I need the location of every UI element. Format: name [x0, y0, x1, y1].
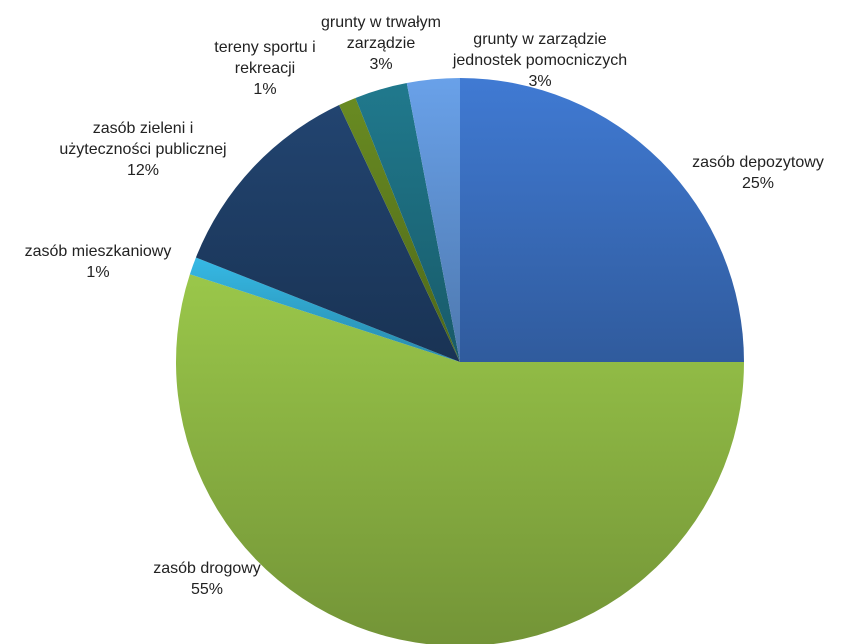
pie-slices	[176, 78, 744, 644]
pie-slice	[189, 257, 460, 362]
slice-label: zasób zieleni i użyteczności publicznej 12…	[59, 118, 226, 181]
slice-label: grunty w trwałym zarządzie 3%	[321, 12, 441, 75]
pie-slice	[460, 78, 744, 362]
slice-label-name: zasób zieleni i	[92, 120, 194, 137]
slice-label: zasób drogowy 55%	[153, 558, 261, 600]
pie-slice	[355, 83, 460, 362]
slice-label: zasób mieszkaniowy 1%	[25, 241, 172, 283]
pie-slice	[176, 274, 744, 644]
slice-label-value: 25%	[741, 175, 775, 192]
slice-label-name: jednostek pomocniczych	[452, 52, 628, 69]
slice-label-name: rekreacji	[234, 60, 296, 77]
slice-label-value: 55%	[190, 581, 224, 598]
slice-label-value: 3%	[369, 56, 393, 73]
slice-label-name: tereny sportu i	[214, 39, 316, 56]
pie-slice	[339, 97, 460, 362]
slice-label-value: 3%	[528, 73, 552, 90]
slice-label-value: 12%	[126, 162, 160, 179]
slice-label-name: zasób depozytowy	[692, 154, 824, 171]
slice-label-value: 1%	[253, 81, 277, 98]
slice-label: grunty w zarządzie jednostek pomocniczych…	[453, 29, 627, 92]
slice-label-name: grunty w trwałym	[320, 14, 442, 31]
pie-slice	[406, 78, 460, 362]
slice-label-name: użyteczności publicznej	[59, 141, 227, 158]
slice-label-name: zasób mieszkaniowy	[24, 243, 172, 260]
pie-slice	[195, 105, 460, 362]
slice-label-value: 1%	[86, 264, 110, 281]
slice-label: tereny sportu i rekreacji 1%	[214, 37, 315, 100]
slice-label-name: grunty w zarządzie	[473, 31, 607, 48]
slice-label-name: zarządzie	[346, 35, 416, 52]
slice-label-name: zasób drogowy	[153, 560, 261, 577]
slice-label: zasób depozytowy 25%	[692, 152, 824, 194]
